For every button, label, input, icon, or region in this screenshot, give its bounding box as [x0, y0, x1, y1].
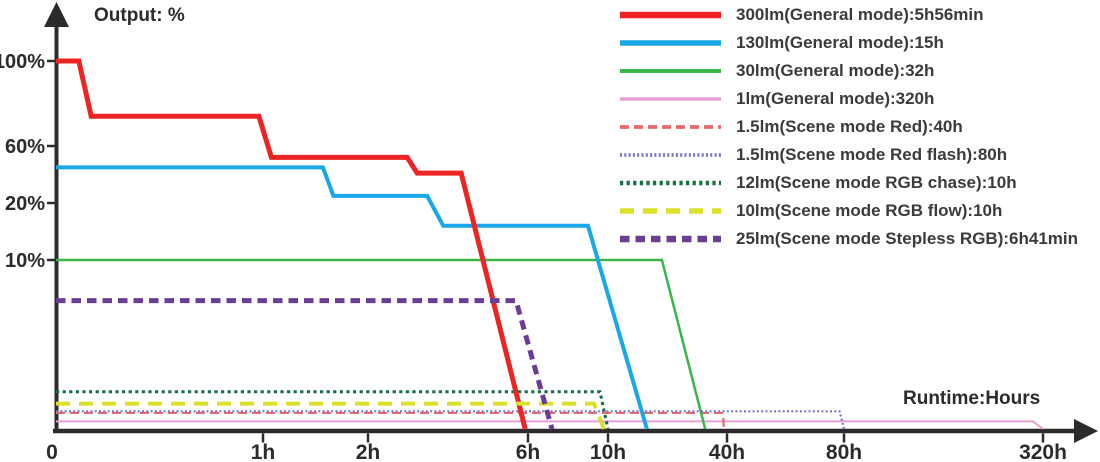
- y-tick-label: 20%: [5, 193, 45, 215]
- y-axis-arrow-icon: [44, 2, 69, 27]
- x-tick-label: 40h: [709, 441, 745, 462]
- x-tick-label: 80h: [826, 441, 862, 462]
- plot-area: [56, 58, 1044, 430]
- series-line-1lm-general: [56, 420, 1044, 430]
- series-line-30lm-general: [56, 258, 707, 430]
- legend-item-1-5lm-scene-red-flash: 1.5lm(Scene mode Red flash):80h: [618, 141, 1078, 169]
- series-line-300lm-general: [56, 58, 528, 430]
- y-tick-label: 60%: [5, 136, 45, 158]
- x-tick-label: 2h: [356, 441, 381, 462]
- legend-swatch-1lm-general: [620, 97, 721, 101]
- x-axis-arrow-icon: [1074, 419, 1098, 443]
- x-tick-label: 320h: [1019, 441, 1067, 462]
- legend-label: 130lm(General mode):15h: [736, 33, 944, 52]
- legend-swatch-12lm-rgb-chase: [620, 180, 721, 186]
- legend-item-1lm-general: 1lm(General mode):320h: [618, 85, 1078, 113]
- legend-label: 300lm(General mode):5h56min: [736, 5, 984, 24]
- legend-swatch-25lm-stepless-rgb: [620, 235, 721, 243]
- legend-item-1-5lm-scene-red: 1.5lm(Scene mode Red):40h: [618, 113, 1078, 141]
- legend-label: 12lm(Scene mode RGB chase):10h: [736, 173, 1017, 192]
- legend-label: 10lm(Scene mode RGB flow):10h: [736, 201, 1003, 220]
- series-line-10lm-rgb-flow: [56, 401, 606, 430]
- series-line-1-5lm-scene-red: [56, 411, 725, 430]
- legend-swatch-130lm-general: [620, 40, 721, 46]
- x-axis-title: Runtime:Hours: [903, 388, 1041, 409]
- y-axis-ticks: 100% 60% 20% 10%: [0, 51, 55, 272]
- legend-swatch-300lm-general: [620, 11, 721, 19]
- x-tick-label: 6h: [516, 441, 541, 462]
- legend-label: 25lm(Scene mode Stepless RGB):6h41min: [736, 229, 1079, 248]
- y-tick-label: 10%: [5, 250, 45, 272]
- y-axis: 100% 60% 20% 10%: [0, 2, 69, 431]
- x-axis: 0 1h 2h 6h 10h 40h 80h 320h: [46, 419, 1098, 462]
- legend-label: 1.5lm(Scene mode Red):40h: [736, 117, 963, 136]
- series-line-25lm-stepless-rgb: [56, 298, 555, 430]
- series-line-1-5lm-scene-red-flash: [56, 410, 846, 430]
- legend-item-12lm-rgb-chase: 12lm(Scene mode RGB chase):10h: [618, 169, 1078, 197]
- x-tick-label: 10h: [590, 441, 626, 462]
- x-tick-label: 1h: [251, 441, 276, 462]
- series-line-12lm-rgb-chase: [56, 390, 610, 430]
- series-line-130lm-general: [56, 165, 649, 430]
- y-axis-title: Output: %: [94, 5, 185, 26]
- legend-swatch-10lm-rgb-flow: [620, 208, 721, 214]
- legend-item-10lm-rgb-flow: 10lm(Scene mode RGB flow):10h: [618, 197, 1078, 225]
- legend-item-30lm-general: 30lm(General mode):32h: [618, 57, 1078, 85]
- legend-swatch-1-5lm-scene-red: [620, 125, 721, 129]
- legend-item-25lm-stepless-rgb: 25lm(Scene mode Stepless RGB):6h41min: [618, 225, 1078, 253]
- legend: 300lm(General mode):5h56min 130lm(General…: [618, 1, 1078, 253]
- legend-item-130lm-general: 130lm(General mode):15h: [618, 29, 1078, 57]
- x-tick-label: 0: [46, 441, 58, 462]
- legend-label: 1.5lm(Scene mode Red flash):80h: [736, 145, 1008, 164]
- x-axis-ticks: 0 1h 2h 6h 10h 40h 80h 320h: [46, 433, 1067, 462]
- y-tick-label: 100%: [0, 51, 45, 73]
- legend-label: 1lm(General mode):320h: [736, 89, 935, 108]
- legend-label: 30lm(General mode):32h: [736, 61, 935, 80]
- legend-item-300lm-general: 300lm(General mode):5h56min: [618, 1, 1078, 29]
- legend-swatch-1-5lm-scene-red-flash: [620, 153, 721, 157]
- legend-swatch-30lm-general: [620, 69, 721, 73]
